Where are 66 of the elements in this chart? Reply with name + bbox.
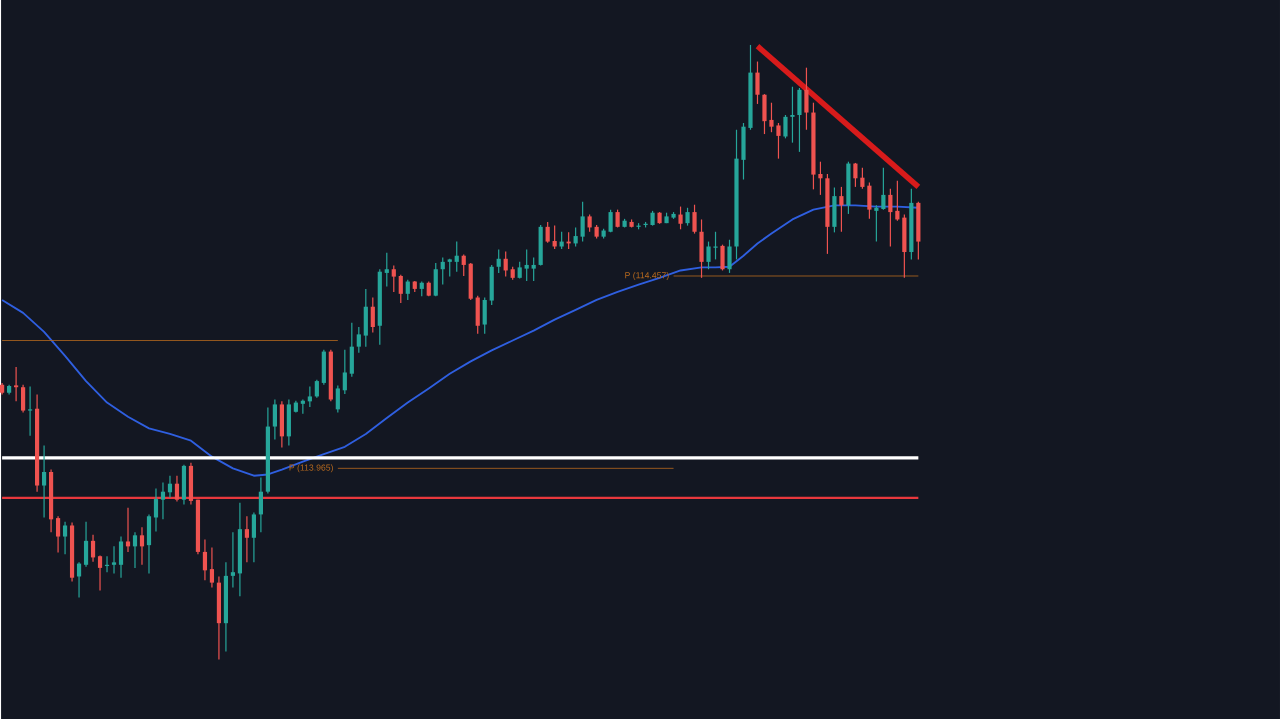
- candlestick: [440, 256, 445, 286]
- candlestick: [867, 181, 872, 220]
- candlestick: [370, 296, 375, 333]
- candlestick: [160, 481, 166, 520]
- candlestick: [818, 160, 823, 196]
- candlestick: [174, 474, 180, 502]
- candlestick: [132, 531, 138, 569]
- candlestick: [405, 278, 410, 301]
- candlestick: [335, 384, 340, 413]
- candlestick: [573, 226, 578, 247]
- candlestick: [139, 526, 145, 566]
- candlestick: [720, 243, 725, 271]
- candlestick: [727, 238, 732, 274]
- candlestick: [125, 506, 131, 553]
- candlestick: [839, 186, 844, 233]
- candlestick: [678, 205, 683, 230]
- candlestick: [41, 444, 47, 518]
- candlestick: [272, 398, 277, 440]
- candlestick: [62, 521, 68, 555]
- candlestick: [881, 167, 886, 211]
- candlestick: [118, 535, 124, 579]
- candlestick: [90, 533, 96, 563]
- candlestick: [14, 366, 19, 402]
- candlestick: [111, 545, 117, 574]
- candlestick: [356, 326, 361, 354]
- candlestick: [790, 85, 795, 144]
- candlestick: [454, 240, 459, 273]
- candlestick: [391, 264, 396, 293]
- candlestick: [755, 60, 760, 105]
- candlestick: [27, 385, 33, 437]
- candlestick: [230, 531, 236, 588]
- candlestick: [202, 538, 208, 581]
- candlestick: [769, 101, 774, 133]
- candlestick: [496, 248, 501, 274]
- candlestick: [97, 554, 103, 592]
- candlestick: [503, 250, 508, 278]
- candlestick: [580, 200, 585, 242]
- candlestick: [860, 167, 865, 190]
- candlestick: [300, 398, 305, 415]
- candlestick: [342, 348, 347, 395]
- candlestick: [545, 221, 550, 244]
- candlestick: [692, 203, 697, 235]
- candlestick: [776, 122, 781, 160]
- series-label: P (113.965): [289, 464, 333, 473]
- candlestick: [384, 251, 389, 287]
- candlestick: [461, 253, 466, 277]
- candlestick: [552, 224, 557, 250]
- candlestick: [888, 187, 893, 247]
- candlestick: [83, 521, 89, 568]
- candlestick: [209, 546, 215, 588]
- candlestick: [804, 66, 809, 131]
- candlestick: [55, 515, 61, 553]
- candlestick: [153, 487, 159, 533]
- candlestick: [307, 385, 312, 408]
- candlestick: [713, 230, 718, 260]
- candlestick: [251, 511, 256, 563]
- candlestick: [853, 162, 858, 188]
- candlestick: [398, 273, 403, 304]
- candlestick: [244, 515, 249, 563]
- candlestick: [783, 114, 788, 139]
- candlestick: [21, 383, 26, 413]
- candlestick: [524, 248, 529, 282]
- candlestick: [706, 240, 711, 270]
- candlestick: [258, 476, 263, 533]
- candlestick: [874, 204, 879, 242]
- candlestick: [531, 256, 536, 282]
